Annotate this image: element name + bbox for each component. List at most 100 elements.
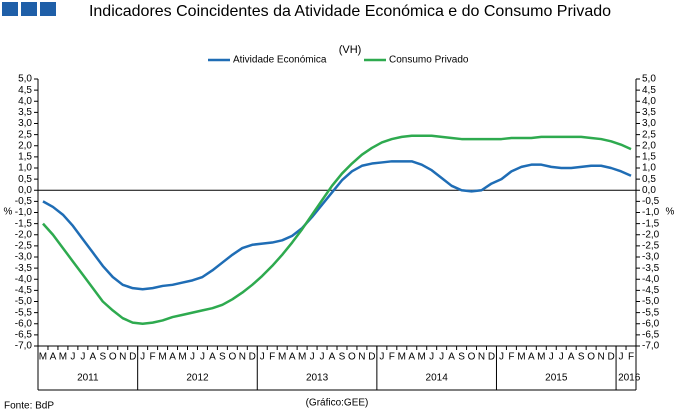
x-tick-label: N	[358, 352, 365, 363]
y-tick-label: -2,0	[15, 229, 33, 240]
x-tick-label: J	[260, 352, 265, 363]
chart-title: Indicadores Coincidentes da Atividade Ec…	[88, 3, 612, 20]
x-tick-label: M	[39, 352, 47, 363]
series-line	[42, 134, 632, 325]
x-tick-label: A	[50, 352, 57, 363]
y-tick-label: -3,5	[15, 263, 33, 274]
year-label: 2015	[545, 373, 568, 384]
x-tick-label: O	[587, 352, 595, 363]
year-label: 2016	[618, 373, 641, 384]
x-tick-label: J	[559, 352, 564, 363]
x-tick-label: J	[190, 352, 195, 363]
x-tick-label: J	[320, 352, 325, 363]
y2-tick-label: 0,5	[642, 174, 656, 185]
x-tick-label: S	[99, 352, 106, 363]
legend-label: Atividade Económica	[233, 55, 327, 66]
x-tick-label: D	[368, 352, 375, 363]
y2-tick-label: 2,0	[642, 140, 656, 151]
x-tick-label: N	[478, 352, 485, 363]
y2-tick-label: -5,5	[642, 307, 660, 318]
x-tick-label: D	[129, 352, 136, 363]
y-tick-label: -0,5	[15, 196, 33, 207]
y2-tick-label: -3,5	[642, 263, 660, 274]
y-tick-label: -4,5	[15, 285, 33, 296]
x-tick-label: M	[59, 352, 67, 363]
x-tick-label: N	[597, 352, 604, 363]
x-tick-label: J	[379, 352, 384, 363]
year-label: 2011	[77, 373, 99, 384]
y-tick-label: 2,0	[18, 140, 32, 151]
x-tick-label: J	[439, 352, 444, 363]
x-tick-label: A	[528, 352, 535, 363]
x-tick-label: M	[537, 352, 545, 363]
x-tick-label: J	[140, 352, 145, 363]
x-tick-label: S	[578, 352, 585, 363]
y-tick-label: -6,0	[15, 318, 33, 329]
logo-square	[40, 2, 56, 16]
x-tick-label: O	[348, 352, 356, 363]
y2-tick-label: -5,0	[642, 296, 660, 307]
y2-tick-label: -3,0	[642, 252, 660, 263]
x-tick-label: O	[228, 352, 236, 363]
x-tick-label: F	[628, 352, 634, 363]
y2-tick-label: -2,5	[642, 241, 660, 252]
year-label: 2012	[186, 373, 209, 384]
x-tick-label: N	[119, 352, 126, 363]
y2-tick-label: -1,5	[642, 218, 660, 229]
x-tick-label: S	[458, 352, 465, 363]
y-tick-label: 0,5	[18, 174, 32, 185]
x-tick-label: A	[169, 352, 176, 363]
y-tick-label: -5,5	[15, 307, 33, 318]
x-tick-label: D	[488, 352, 495, 363]
y2-tick-label: 3,0	[642, 118, 656, 129]
y2-tick-label: -0,5	[642, 196, 660, 207]
x-tick-label: J	[70, 352, 75, 363]
x-tick-label: M	[278, 352, 286, 363]
subtitle: (VH)	[339, 44, 362, 56]
y-tick-label: -7,0	[15, 341, 33, 352]
y-tick-label: 0,0	[18, 185, 32, 196]
x-tick-label: M	[517, 352, 525, 363]
x-tick-label: A	[448, 352, 455, 363]
x-tick-label: J	[499, 352, 504, 363]
y-tick-label: 4,0	[18, 96, 32, 107]
x-tick-label: D	[607, 352, 614, 363]
x-tick-label: J	[200, 352, 205, 363]
source: Fonte: BdP	[4, 401, 54, 412]
x-tick-label: O	[109, 352, 117, 363]
x-tick-label: A	[568, 352, 575, 363]
y2-tick-label: 4,0	[642, 96, 656, 107]
y2-tick-label: 3,5	[642, 107, 656, 118]
y-tick-label: -6,5	[15, 330, 33, 341]
y-tick-label: -3,0	[15, 252, 33, 263]
x-tick-label: A	[329, 352, 336, 363]
x-tick-label: A	[408, 352, 415, 363]
x-tick-label: S	[339, 352, 346, 363]
x-tick-label: M	[298, 352, 306, 363]
x-tick-label: F	[508, 352, 514, 363]
x-tick-label: A	[209, 352, 216, 363]
x-tick-label: A	[289, 352, 296, 363]
x-tick-label: J	[429, 352, 434, 363]
y-tick-label: 1,0	[18, 163, 32, 174]
y-tick-label: 2,5	[18, 129, 32, 140]
y2-tick-label: 4,5	[642, 85, 656, 96]
y2-axis-label: %	[666, 207, 675, 218]
year-label: 2014	[426, 373, 449, 384]
y2-tick-label: 1,0	[642, 163, 656, 174]
x-tick-label: F	[269, 352, 275, 363]
y-tick-label: 3,0	[18, 118, 32, 129]
x-tick-label: M	[158, 352, 166, 363]
x-tick-label: J	[549, 352, 554, 363]
series-line	[42, 160, 632, 291]
y2-tick-label: -4,0	[642, 274, 660, 285]
logo-square	[21, 2, 37, 16]
x-tick-label: J	[619, 352, 624, 363]
y2-tick-label: 1,5	[642, 152, 656, 163]
y2-tick-label: -6,0	[642, 318, 660, 329]
y-tick-label: 5,0	[18, 74, 32, 85]
x-tick-label: J	[310, 352, 315, 363]
y-tick-label: -5,0	[15, 296, 33, 307]
